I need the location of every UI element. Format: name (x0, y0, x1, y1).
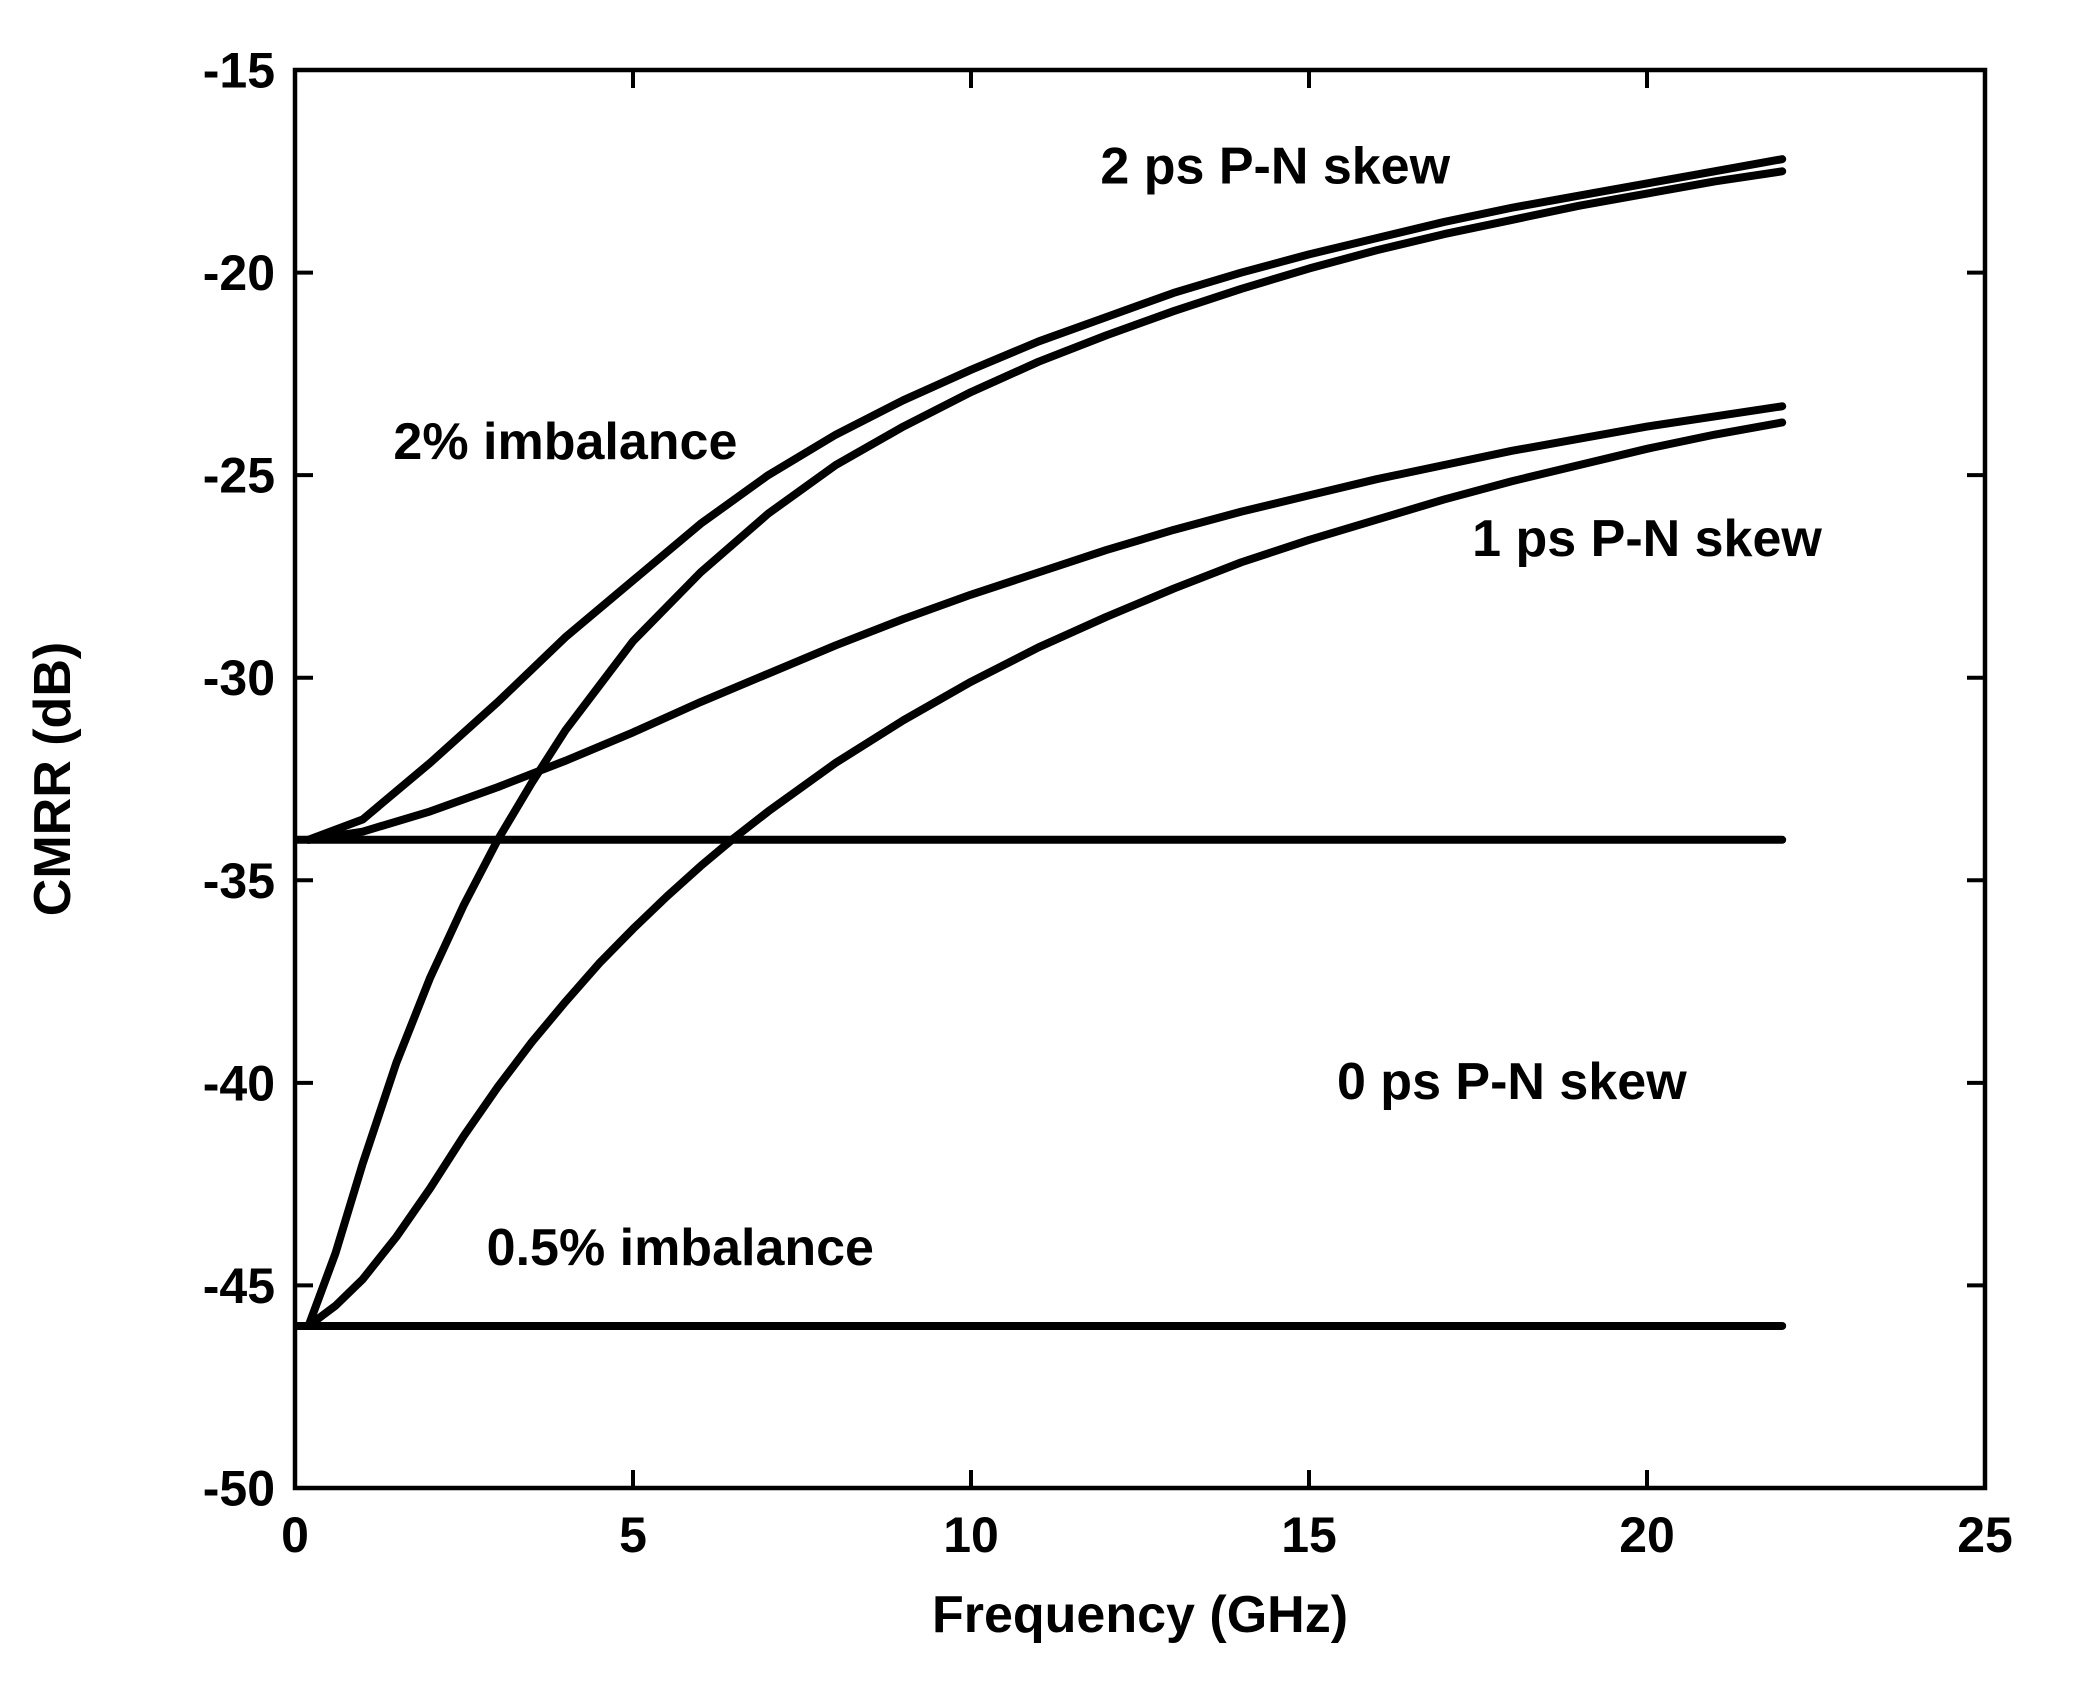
x-tick-label: 15 (1281, 1507, 1337, 1563)
y-tick-label: -50 (203, 1461, 275, 1517)
y-axis-label: CMRR (dB) (24, 642, 82, 916)
y-tick-label: -35 (203, 853, 275, 909)
y-tick-label: -30 (203, 650, 275, 706)
annotation: 2 ps P-N skew (1100, 137, 1450, 195)
annotation: 0 ps P-N skew (1337, 1053, 1687, 1111)
x-tick-label: 0 (281, 1507, 309, 1563)
x-axis-label: Frequency (GHz) (932, 1586, 1348, 1644)
x-tick-label: 25 (1957, 1507, 2013, 1563)
cmrr-chart: 0 5 10 15 20 25 -50 -45 -40 -35 -30 -25 -20 -15 Freque… (0, 0, 2089, 1685)
x-tick-label: 5 (619, 1507, 647, 1563)
chart-svg: 0 5 10 15 20 25 -50 -45 -40 -35 -30 -25 -20 -15 Freque… (0, 0, 2089, 1685)
y-tick-label: -15 (203, 43, 275, 99)
y-tick-label: -20 (203, 245, 275, 301)
annotation: 1 ps P-N skew (1472, 510, 1822, 568)
x-tick-label: 10 (943, 1507, 999, 1563)
annotation: 0.5% imbalance (487, 1219, 874, 1277)
y-tick-label: -40 (203, 1055, 275, 1111)
y-tick-label: -45 (203, 1258, 275, 1314)
x-tick-label: 20 (1619, 1507, 1675, 1563)
annotation: 2% imbalance (393, 413, 737, 471)
y-tick-label: -25 (203, 448, 275, 504)
